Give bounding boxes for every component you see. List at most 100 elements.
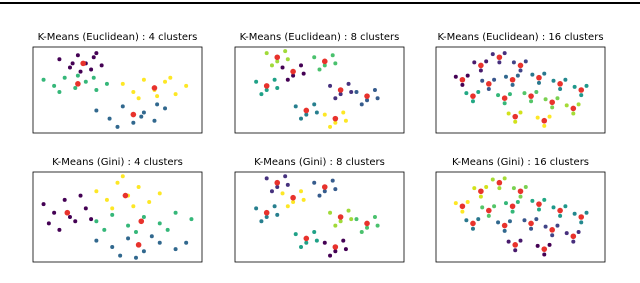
point <box>511 60 516 65</box>
point <box>359 102 364 107</box>
point <box>518 238 523 243</box>
centroid <box>470 220 476 227</box>
point <box>275 212 280 217</box>
point <box>550 105 555 110</box>
centroid <box>332 244 339 250</box>
point <box>57 227 62 232</box>
point <box>312 102 317 107</box>
point <box>283 174 288 179</box>
point <box>99 63 104 68</box>
point <box>110 212 115 217</box>
point <box>354 217 359 222</box>
point <box>314 238 319 243</box>
point <box>322 63 327 68</box>
point <box>515 73 520 78</box>
centroid <box>557 81 563 87</box>
point <box>510 209 515 214</box>
point <box>496 220 501 225</box>
point <box>529 226 534 231</box>
point <box>365 225 370 230</box>
point <box>141 249 146 254</box>
point <box>67 215 72 219</box>
point <box>155 94 160 99</box>
point <box>131 204 136 209</box>
point <box>157 191 162 196</box>
point <box>322 240 327 245</box>
point <box>472 186 477 191</box>
centroid <box>570 233 577 240</box>
point <box>264 215 269 219</box>
point <box>136 185 141 189</box>
point <box>476 217 481 222</box>
centroid <box>337 87 344 93</box>
centroid <box>321 184 328 190</box>
point <box>333 120 338 125</box>
centroid <box>496 179 503 186</box>
centroid <box>578 214 585 220</box>
point <box>52 83 57 88</box>
centroid <box>496 54 503 61</box>
point <box>346 208 351 213</box>
point <box>476 90 481 95</box>
point <box>529 99 534 104</box>
centroid <box>557 207 563 214</box>
point <box>75 73 80 78</box>
point <box>576 230 581 234</box>
centroid <box>75 81 81 87</box>
point <box>46 221 51 226</box>
point <box>547 114 552 119</box>
point <box>147 200 152 204</box>
centroid <box>486 207 492 214</box>
centroid <box>517 188 524 195</box>
point <box>338 219 343 224</box>
point <box>110 206 115 211</box>
point <box>139 114 144 119</box>
point <box>354 90 359 95</box>
point <box>189 217 194 222</box>
point <box>94 219 99 224</box>
point <box>492 204 497 209</box>
point <box>328 83 333 88</box>
centroid <box>303 235 310 242</box>
point <box>293 232 298 237</box>
point <box>126 223 131 228</box>
point <box>572 84 577 89</box>
point <box>126 236 131 241</box>
point <box>157 221 162 226</box>
point <box>70 61 75 66</box>
point <box>280 191 285 196</box>
point <box>375 96 380 101</box>
point <box>317 67 322 72</box>
point <box>314 110 319 115</box>
centroid <box>151 85 158 91</box>
point <box>330 178 335 183</box>
point <box>571 111 576 116</box>
centroid <box>509 203 516 210</box>
point <box>173 210 178 215</box>
point <box>558 86 563 91</box>
centroid <box>528 220 534 227</box>
centroid <box>549 99 555 106</box>
point <box>359 230 364 234</box>
point <box>299 116 304 121</box>
centroid <box>578 87 585 93</box>
point <box>165 227 170 232</box>
point <box>118 253 123 258</box>
point <box>579 93 584 98</box>
point <box>73 219 78 224</box>
point <box>486 213 491 218</box>
point <box>78 69 83 74</box>
point <box>304 112 309 117</box>
point <box>41 202 46 207</box>
point <box>94 238 99 243</box>
point <box>83 206 88 211</box>
point <box>283 49 288 54</box>
point <box>555 96 560 101</box>
point <box>149 234 154 239</box>
point <box>502 51 507 56</box>
point <box>304 240 309 245</box>
point <box>564 231 569 236</box>
point <box>547 242 552 247</box>
